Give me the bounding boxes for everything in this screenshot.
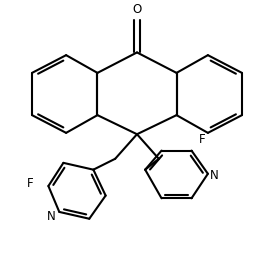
Text: N: N <box>47 209 56 222</box>
Text: F: F <box>199 133 206 146</box>
Text: N: N <box>210 169 219 182</box>
Text: O: O <box>132 3 142 16</box>
Text: F: F <box>27 177 34 190</box>
